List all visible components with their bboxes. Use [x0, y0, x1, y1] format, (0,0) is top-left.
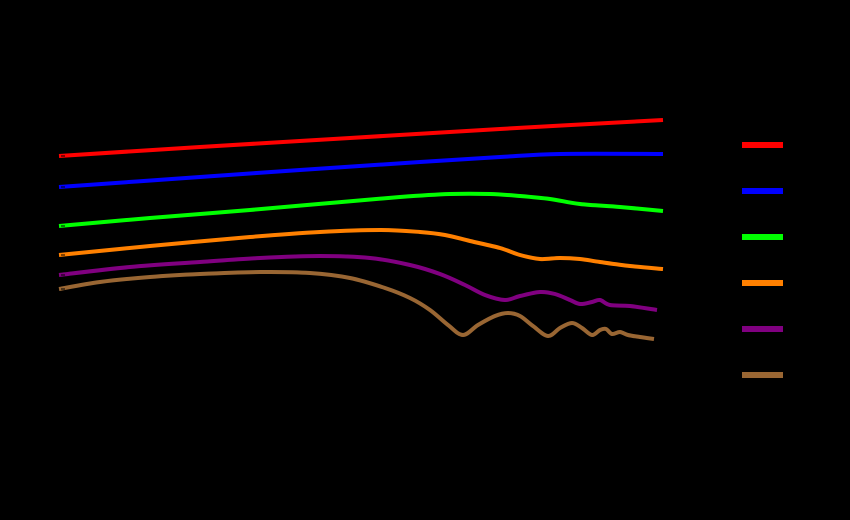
series-line-2	[58, 151, 664, 189]
legend	[740, 134, 850, 410]
legend-item-1	[740, 134, 850, 180]
legend-item-6	[740, 364, 850, 410]
legend-swatch-icon	[742, 142, 783, 148]
series-line-1	[58, 118, 664, 158]
legend-swatch-icon	[742, 188, 783, 194]
legend-swatch-icon	[742, 372, 783, 378]
legend-item-5	[740, 318, 850, 364]
legend-item-3	[740, 226, 850, 272]
data-lines	[58, 118, 664, 341]
y-axis-ticks	[61, 155, 65, 290]
series-line-6	[58, 269, 655, 341]
series-line-3	[58, 191, 664, 228]
legend-item-2	[740, 180, 850, 226]
legend-swatch-icon	[742, 234, 783, 240]
legend-item-4	[740, 272, 850, 318]
legend-swatch-icon	[742, 326, 783, 332]
series-line-4	[58, 228, 664, 271]
series-line-5	[58, 254, 658, 312]
legend-swatch-icon	[742, 280, 783, 286]
